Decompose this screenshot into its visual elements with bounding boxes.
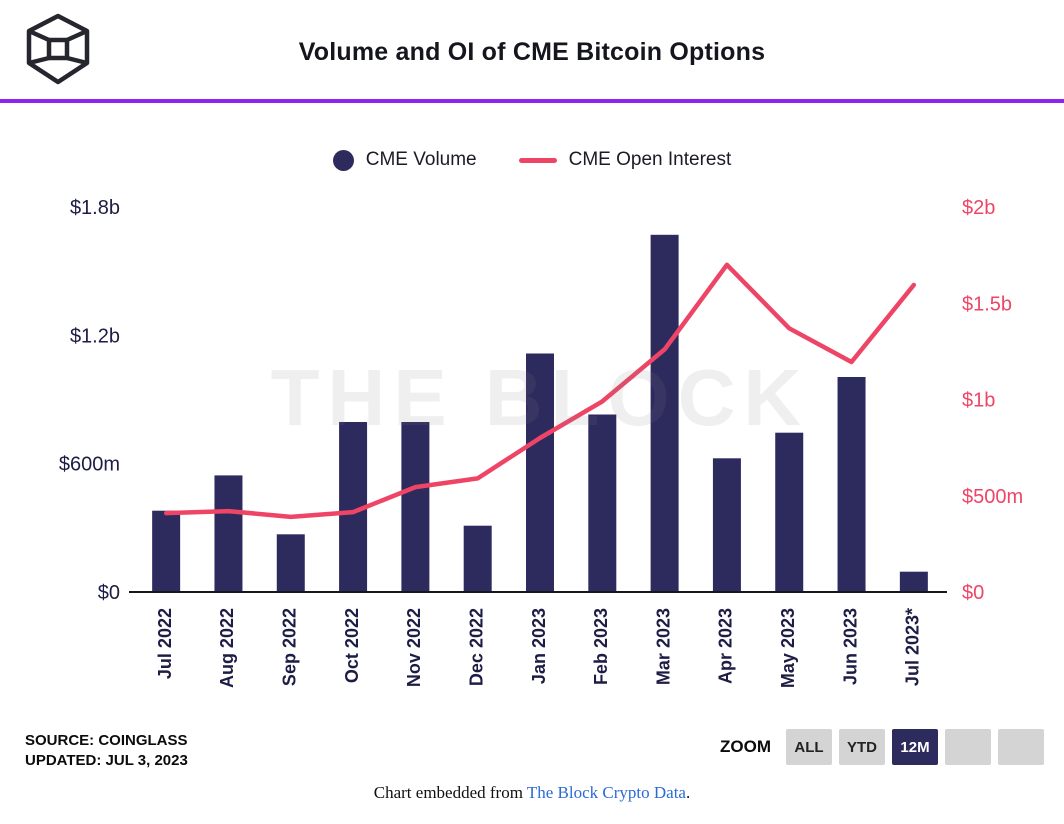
x-axis-label: May 2023: [778, 608, 798, 688]
x-axis-label: Nov 2022: [404, 608, 424, 687]
right-axis-tick: $500m: [962, 486, 1023, 508]
x-axis-label: Jul 2022: [155, 608, 175, 679]
caption-prefix: Chart embedded from: [373, 783, 527, 802]
x-axis-label: Mar 2023: [653, 608, 673, 685]
volume-bar[interactable]: [214, 475, 243, 592]
volume-bar[interactable]: [401, 422, 430, 592]
source-line: SOURCE: COINGLASS: [25, 732, 188, 749]
x-axis-label: Apr 2023: [716, 608, 736, 684]
zoom-button-all[interactable]: ALL: [786, 729, 832, 765]
volume-bar[interactable]: [463, 525, 492, 592]
updated-line: UPDATED: JUL 3, 2023: [25, 751, 188, 769]
volume-legend-label: CME Volume: [365, 149, 477, 170]
x-axis-label: Sep 2022: [280, 608, 300, 686]
zoom-button-blank-2[interactable]: [998, 729, 1044, 765]
x-axis-label: Dec 2022: [466, 608, 486, 686]
zoom-controls: ZOOM ALL YTD 12M: [720, 729, 1044, 765]
zoom-button-12m[interactable]: 12M: [892, 729, 938, 765]
zoom-label: ZOOM: [720, 737, 771, 756]
x-axis-label: Aug 2022: [217, 608, 237, 688]
open-interest-line: [163, 262, 917, 520]
x-axis-label: Feb 2023: [591, 608, 611, 685]
left-axis-tick: $600m: [59, 454, 120, 476]
volume-bar[interactable]: [837, 377, 866, 592]
zoom-button-ytd[interactable]: YTD: [839, 729, 885, 765]
volume-bar[interactable]: [712, 458, 741, 592]
x-axis-label: Oct 2022: [342, 608, 362, 683]
x-axis-label: Jan 2023: [529, 608, 549, 684]
volume-bar[interactable]: [650, 234, 679, 593]
open-interest-legend-label: CME Open Interest: [568, 149, 732, 170]
volume-legend-swatch-icon: [332, 149, 354, 171]
the-block-logo[interactable]: [24, 12, 92, 91]
embed-caption: Chart embedded from The Block Crypto Dat…: [0, 783, 1064, 803]
cube-logo-icon: [26, 13, 90, 85]
the-block-crypto-data-link[interactable]: The Block Crypto Data: [526, 783, 686, 802]
open-interest-legend-swatch-icon: [518, 157, 557, 163]
divider: [0, 99, 1064, 103]
volume-bar[interactable]: [526, 353, 554, 593]
left-axis-tick: $1.2b: [70, 325, 120, 347]
right-axis-tick: $2b: [962, 197, 995, 219]
chart-plot: $1.8b $1.2b $600m $0 $2b $1.5b $1b $500m $0 Jul 2…: [59, 197, 1023, 688]
left-axis-tick: $1.8b: [70, 197, 120, 219]
volume-bar[interactable]: [152, 510, 181, 592]
right-axis-tick: $1.5b: [962, 293, 1012, 315]
volume-bar[interactable]: [276, 534, 305, 593]
right-axis-tick: $0: [962, 582, 984, 604]
x-axis-label: Jun 2023: [840, 608, 860, 685]
caption-suffix: .: [685, 783, 691, 802]
chart-legend: CME Volume CME Open Interest: [0, 149, 1064, 171]
right-axis-tick: $1b: [962, 390, 995, 412]
left-axis-tick: $0: [98, 582, 120, 604]
volume-bar[interactable]: [588, 414, 617, 593]
volume-bar[interactable]: [775, 432, 804, 592]
volume-bar[interactable]: [899, 571, 928, 592]
x-axis-label: Jul 2023*: [903, 608, 923, 686]
zoom-button-blank-1[interactable]: [945, 729, 991, 765]
source-note: SOURCE: COINGLASS UPDATED: JUL 3, 2023: [25, 731, 188, 771]
page-title: Volume and OI of CME Bitcoin Options: [298, 38, 766, 66]
